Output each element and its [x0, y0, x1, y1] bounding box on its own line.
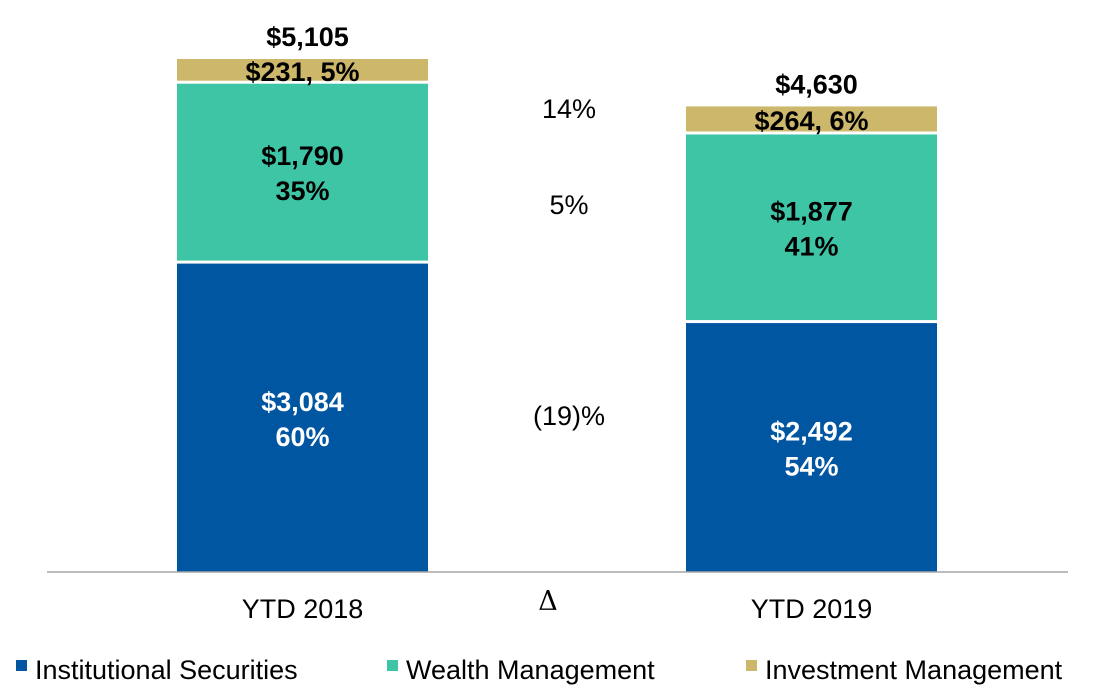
delta-symbol: Δ [538, 586, 558, 617]
share-label: 35% [275, 176, 329, 206]
bar-investment-management-ytd-2018 [177, 59, 428, 81]
value-label: $264, 6% [754, 106, 868, 136]
legend-label: Institutional Securities [35, 655, 298, 685]
delta-values: 14% 5% (19)% [533, 94, 605, 431]
total-label: $5,105 [266, 22, 349, 52]
value-label: $3,084 [261, 387, 344, 417]
labels-group: $3,084 60% $1,790 35% $231, 5% $5,105 $2,492 54… [245, 22, 868, 482]
share-label: 60% [275, 422, 329, 452]
value-label: $231, 5% [245, 57, 359, 87]
legend-label: Wealth Management [406, 655, 655, 685]
bar-institutional-securities-ytd-2019 [686, 323, 937, 572]
bar-institutional-securities-ytd-2018 [177, 263, 428, 572]
legend-swatch [387, 660, 398, 671]
value-label: $2,492 [770, 417, 853, 447]
legend-swatch [16, 660, 27, 671]
bar-wealth-management-ytd-2018 [177, 83, 428, 261]
bars-group [177, 59, 937, 572]
legend-label: Investment Management [765, 655, 1063, 685]
category-label: YTD 2019 [751, 594, 873, 624]
value-label: $1,877 [770, 196, 853, 226]
category-labels: YTD 2018 YTD 2019 [242, 594, 873, 624]
bar-wealth-management-ytd-2019 [686, 134, 937, 321]
value-label: $1,790 [261, 141, 344, 171]
category-label: YTD 2018 [242, 594, 364, 624]
share-label: 54% [784, 452, 838, 482]
delta-institutional-securities: (19)% [533, 401, 605, 431]
total-label: $4,630 [775, 69, 858, 99]
share-label: 41% [784, 231, 838, 261]
delta-investment-management: 14% [542, 94, 596, 124]
delta-wealth-management: 5% [549, 190, 588, 220]
legend: Institutional Securities Wealth Managemen… [16, 655, 1063, 685]
bar-investment-management-ytd-2019 [686, 106, 937, 132]
legend-swatch [746, 660, 757, 671]
